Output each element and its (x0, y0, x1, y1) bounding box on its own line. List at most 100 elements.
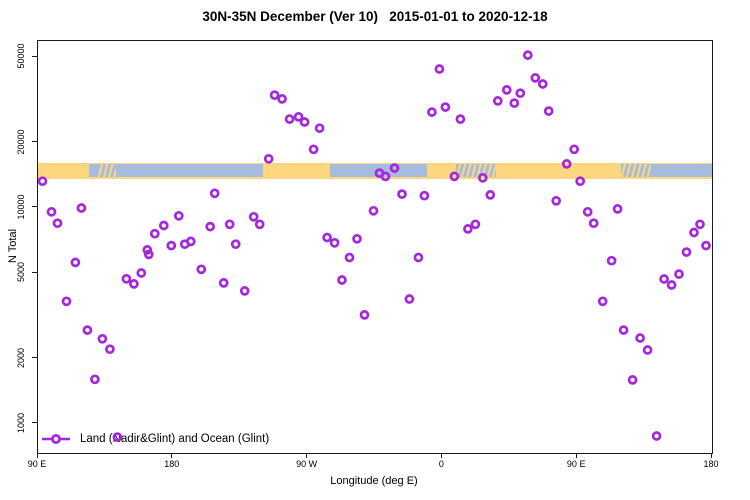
land-ocean-map-band (38, 162, 712, 180)
data-point (427, 107, 437, 117)
data-point (136, 268, 147, 278)
y-tick-label: 10000 (16, 194, 26, 220)
data-point (205, 221, 216, 232)
x-tick-label: 180 (703, 459, 719, 469)
data-point (196, 264, 207, 275)
data-point (606, 255, 617, 266)
x-tick-mark (306, 453, 308, 458)
data-point (314, 123, 325, 134)
coast-mixed-segment (97, 164, 116, 178)
data-point (218, 278, 229, 288)
data-point (142, 245, 153, 255)
ocean-segment (88, 164, 98, 178)
data-point (501, 85, 512, 95)
legend-label: Land (Nadir&Glint) and Ocean (Glint) (80, 433, 270, 445)
x-tick-label: 0 (438, 459, 444, 469)
data-point (224, 219, 235, 230)
data-point (61, 296, 72, 307)
data-point (97, 333, 108, 344)
data-point (129, 279, 139, 289)
data-point (419, 190, 430, 201)
data-point (185, 236, 196, 247)
data-point (659, 274, 669, 284)
data-point (413, 252, 424, 263)
data-point (509, 98, 520, 108)
data-point (158, 220, 169, 231)
data-point (582, 206, 593, 217)
data-point (359, 310, 370, 320)
data-point (492, 96, 503, 106)
data-point (329, 237, 340, 248)
data-point (368, 205, 379, 216)
data-point (284, 114, 295, 124)
y-axis-title: N Total (7, 228, 19, 264)
data-point (666, 280, 677, 290)
data-point (612, 204, 623, 214)
data-point (269, 90, 280, 100)
ocean-segment (330, 164, 428, 178)
data-point (149, 228, 160, 239)
legend: Land (Nadir&Glint) and Ocean (Glint) (41, 433, 269, 445)
y-tick-label: 1000 (16, 412, 26, 433)
data-point (485, 190, 496, 200)
data-point (105, 344, 115, 355)
x-tick-mark (171, 453, 173, 458)
data-point (642, 345, 653, 355)
data-point (337, 275, 347, 285)
data-point (463, 224, 473, 234)
data-point (597, 296, 608, 307)
data-point (689, 227, 699, 238)
x-tick-label: 90 E (27, 459, 47, 469)
ocean-segment (650, 164, 712, 178)
scatter-points-layer (38, 50, 711, 442)
data-point (515, 88, 526, 99)
data-point (248, 211, 259, 222)
data-point (230, 239, 241, 250)
x-tick-label: 90 W (296, 459, 318, 469)
coast-mixed-segment (455, 164, 497, 178)
chart-title: 30N-35N December (Ver 10) 2015-01-01 to … (202, 9, 548, 24)
data-point (440, 102, 451, 112)
data-point (681, 247, 692, 257)
data-point (344, 252, 355, 263)
x-tick-mark (440, 453, 442, 458)
y-tick-label: 20000 (16, 129, 26, 155)
data-point (618, 325, 629, 335)
y-tick-mark (32, 141, 37, 143)
data-point (166, 240, 177, 251)
data-point (627, 375, 638, 385)
data-point (70, 257, 81, 268)
ocean-segment (115, 164, 263, 178)
data-point (701, 240, 711, 251)
data-point (293, 112, 304, 122)
x-tick-mark (710, 453, 712, 458)
data-point (695, 219, 705, 230)
data-point (143, 249, 154, 260)
data-point (569, 144, 580, 155)
data-point (209, 188, 220, 199)
y-tick-mark (32, 271, 37, 273)
x-tick-mark (36, 453, 38, 458)
data-point (76, 203, 87, 213)
data-point (82, 325, 93, 335)
y-tick-mark (32, 422, 37, 424)
data-point (543, 106, 554, 116)
data-point (455, 114, 466, 124)
y-tick-label: 2000 (16, 347, 26, 368)
data-point (179, 239, 190, 250)
y-tick-label: 5000 (16, 261, 26, 283)
y-tick-mark (32, 206, 37, 208)
data-point (173, 210, 184, 221)
data-point (635, 333, 645, 343)
data-point (651, 431, 662, 441)
data-point (46, 206, 57, 217)
y-tick-mark (32, 55, 37, 57)
data-point (530, 73, 541, 83)
plot-area: Land (Nadir&Glint) and Ocean (Glint) (37, 40, 713, 454)
data-point (537, 79, 548, 89)
data-point (263, 153, 274, 164)
data-point (522, 50, 533, 60)
x-tick-label: 180 (164, 459, 180, 469)
y-tick-label: 50000 (16, 43, 26, 69)
data-point (52, 218, 63, 229)
